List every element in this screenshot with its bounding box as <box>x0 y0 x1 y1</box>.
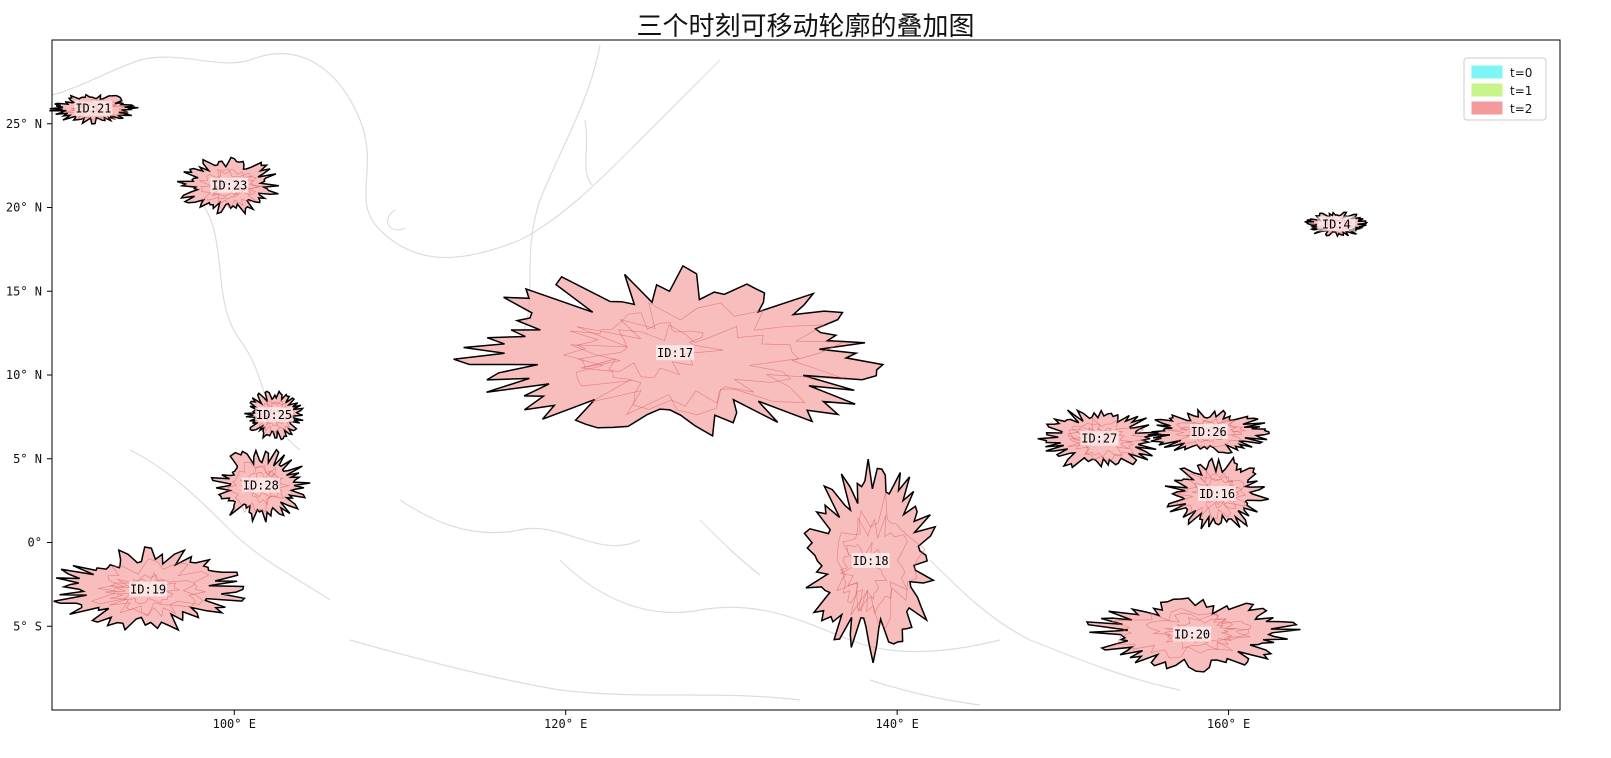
legend: t=0 t=1 t=2 <box>1463 57 1547 121</box>
region-contour <box>254 399 295 435</box>
region-contour <box>199 168 262 209</box>
y-tick-label: 0° <box>28 536 42 550</box>
x-tick-label: 140° E <box>875 717 918 731</box>
region-label-bg <box>851 552 890 568</box>
region-id-18[interactable]: ID:18 <box>803 458 937 663</box>
region-id-23[interactable]: ID:23 <box>176 156 280 216</box>
region-contour <box>90 558 210 616</box>
region-contour <box>570 302 847 416</box>
map-title: 三个时刻可移动轮廓的叠加图 <box>636 12 975 42</box>
y-tick-label: 20° N <box>6 201 42 215</box>
region-label-bg <box>255 407 294 423</box>
coastline-layer <box>51 44 1181 706</box>
region-id-25[interactable]: ID:25 <box>244 389 305 441</box>
region-label: ID:26 <box>1191 425 1227 439</box>
region-label: ID:20 <box>1174 628 1210 642</box>
region-contour <box>1175 470 1246 520</box>
region-contour <box>576 324 800 410</box>
region-label: ID:21 <box>75 102 111 116</box>
legend-label: t=2 <box>1510 102 1532 116</box>
region-label: ID:18 <box>853 554 889 568</box>
region-id-17[interactable]: ID:17 <box>453 264 885 438</box>
region-label-bg <box>656 345 695 361</box>
region-contour <box>1167 419 1243 448</box>
region-contour <box>1111 608 1250 659</box>
region-label-bg <box>1189 423 1228 439</box>
region-id-19[interactable]: ID:19 <box>53 546 246 632</box>
region-label-bg <box>1317 216 1356 232</box>
region-id-4[interactable]: ID:4 <box>1304 211 1369 238</box>
region-id-28[interactable]: ID:28 <box>210 448 311 524</box>
legend-swatch <box>1471 83 1503 97</box>
legend-swatch <box>1471 65 1503 79</box>
region-label: ID:4 <box>1322 217 1351 231</box>
region-label: ID:17 <box>657 346 693 360</box>
region-contour <box>1067 417 1149 461</box>
y-tick-label: 25° N <box>6 117 42 131</box>
y-tick-label: 5° S <box>13 619 42 633</box>
region-label: ID:27 <box>1081 432 1117 446</box>
region-label: ID:25 <box>256 408 292 422</box>
region-label: ID:23 <box>211 179 247 193</box>
region-label-bg <box>74 100 113 116</box>
region-contour <box>836 492 926 629</box>
region-label: ID:19 <box>130 582 166 596</box>
legend-swatch <box>1471 101 1503 115</box>
region-label-bg <box>210 177 249 193</box>
region-id-20[interactable]: ID:20 <box>1085 597 1301 673</box>
region-layer: ID:21 ID:23 ID:4 ID:17 ID:25 ID:28 ID:27 ID:26 I… <box>49 93 1369 673</box>
region-id-27[interactable]: ID:27 <box>1037 408 1162 469</box>
region-label-bg <box>1173 626 1212 642</box>
y-tick-label: 10° N <box>6 368 42 382</box>
y-tick-label: 15° N <box>6 284 42 298</box>
y-tick-label: 5° N <box>13 452 42 466</box>
region-contour <box>227 462 284 513</box>
x-tick-label: 100° E <box>213 717 256 731</box>
region-contour <box>104 572 206 618</box>
x-tick-label: 120° E <box>544 717 587 731</box>
legend-label: t=1 <box>1510 84 1532 98</box>
region-label-bg <box>129 581 168 597</box>
region-id-26[interactable]: ID:26 <box>1147 407 1270 454</box>
region-label-bg <box>241 477 280 493</box>
x-tick-label: 160° E <box>1207 717 1250 731</box>
region-id-21[interactable]: ID:21 <box>49 93 139 125</box>
region-label-bg <box>1198 485 1236 501</box>
region-id-16[interactable]: ID:16 <box>1164 455 1269 530</box>
legend-label: t=0 <box>1510 66 1532 80</box>
region-label-bg <box>1080 430 1119 446</box>
region-label: ID:28 <box>243 479 279 493</box>
region-label: ID:16 <box>1199 487 1235 501</box>
